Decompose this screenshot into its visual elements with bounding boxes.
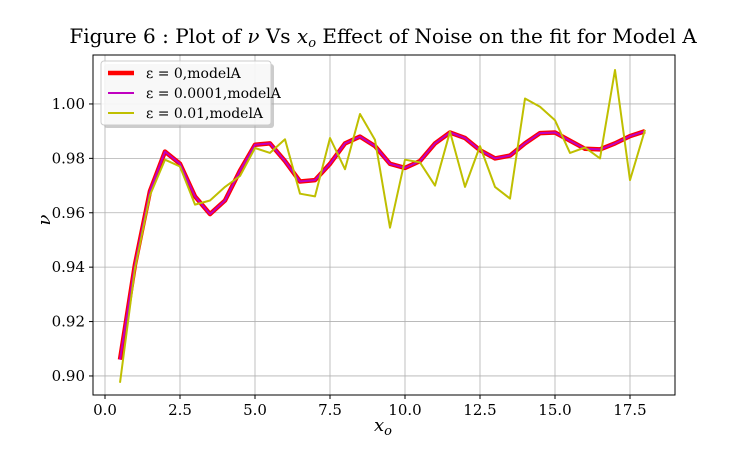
legend-label-0: ε = 0,modelA (146, 66, 242, 82)
y-tick-label: 0.96 (52, 204, 85, 222)
x-tick-label: 12.5 (463, 401, 496, 419)
x-axis-label: xo (374, 415, 392, 439)
x-tick-label: 0.0 (93, 401, 117, 419)
y-axis-label: ν (34, 214, 55, 225)
x-tick-label: 7.5 (318, 401, 342, 419)
x-tick-label: 15.0 (538, 401, 571, 419)
y-tick-label: 0.92 (52, 313, 85, 331)
y-tick-label: 1.00 (52, 95, 85, 113)
chart-title: Figure 6 : Plot of ν Vs xo Effect of Noi… (69, 24, 697, 51)
series-layer (117, 69, 646, 383)
y-tick-label: 0.90 (52, 367, 85, 385)
x-tick-label: 10.0 (388, 401, 421, 419)
y-tick-label: 0.98 (52, 149, 85, 167)
series-line-2 (119, 69, 646, 383)
legend-label-2: ε = 0.01,modelA (146, 106, 264, 122)
series-line-0 (117, 129, 646, 360)
y-tick-label: 0.94 (52, 258, 85, 276)
plot-frame (92, 54, 676, 396)
legend-box (100, 60, 272, 126)
series-line-1 (119, 130, 646, 360)
axis-ticks: 0.0 2.5 5.0 7.5 10.0 12.5 15.0 17.5 0.90 0.92 0.94… (52, 95, 647, 419)
x-tick-label: 5.0 (243, 401, 267, 419)
legend: ε = 0,modelA ε = 0.0001,modelA ε = 0.01,mo… (100, 60, 282, 128)
legend-label-1: ε = 0.0001,modelA (146, 86, 282, 102)
x-tick-label: 17.5 (613, 401, 646, 419)
x-tick-label: 2.5 (168, 401, 192, 419)
legend-entries: ε = 0,modelA ε = 0.0001,modelA ε = 0.01,mo… (108, 66, 282, 122)
